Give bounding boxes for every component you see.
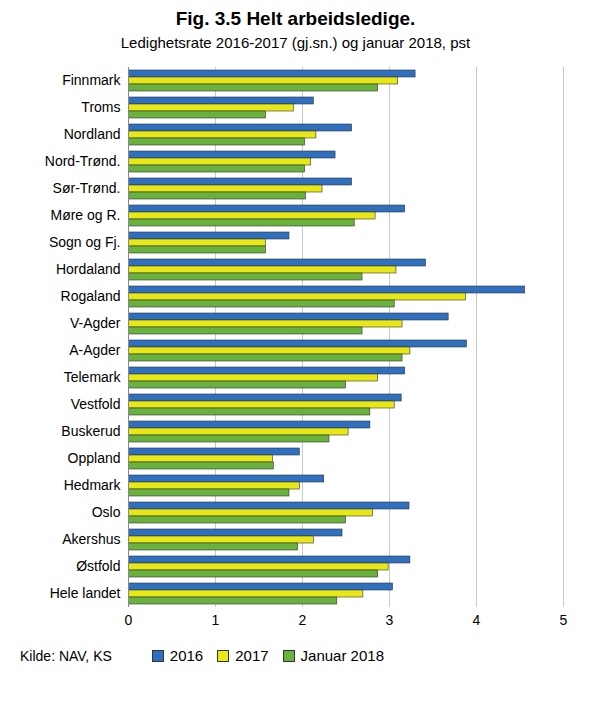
svg-text:Hordaland: Hordaland: [56, 261, 121, 277]
svg-text:Telemark: Telemark: [64, 369, 122, 385]
svg-text:Møre og R.: Møre og R.: [50, 207, 120, 223]
html-text:Fig. 3.5 Helt arbeidsledige.: Fig. 3.5 Helt arbeidsledige.: [175, 8, 416, 29]
svg-text:A-Agder: A-Agder: [69, 342, 121, 358]
svg-text:Troms: Troms: [81, 99, 120, 115]
svg-text:3: 3: [386, 612, 394, 628]
html-text:Januar 2018: Januar 2018: [300, 647, 384, 664]
svg-text:Vestfold: Vestfold: [71, 396, 121, 412]
svg-text:Sogn og Fj.: Sogn og Fj.: [49, 234, 121, 250]
svg-text:Finnmark: Finnmark: [62, 72, 121, 88]
svg-text:Nord-Trønd.: Nord-Trønd.: [45, 153, 121, 169]
html-text:2017: 2017: [235, 647, 269, 664]
svg-text:Nordland: Nordland: [64, 126, 121, 142]
svg-text:Hele landet: Hele landet: [50, 585, 121, 601]
html-text:2016: 2016: [169, 647, 204, 664]
svg-text:Oppland: Oppland: [68, 450, 121, 466]
svg-text:Rogaland: Rogaland: [61, 288, 121, 304]
svg-text:Sør-Trønd.: Sør-Trønd.: [53, 180, 121, 196]
svg-text:4: 4: [473, 612, 481, 628]
svg-text:0: 0: [125, 612, 133, 628]
svg-text:Akershus: Akershus: [62, 531, 120, 547]
svg-text:2: 2: [299, 612, 307, 628]
html-text:Kilde: NAV, KS: Kilde: NAV, KS: [20, 647, 112, 664]
svg-text:Oslo: Oslo: [92, 504, 121, 520]
svg-text:5: 5: [560, 612, 568, 628]
svg-text:Hedmark: Hedmark: [64, 477, 122, 493]
svg-text:Østfold: Østfold: [76, 558, 120, 574]
svg-text:Buskerud: Buskerud: [61, 423, 120, 439]
svg-text:1: 1: [212, 612, 220, 628]
html-text:Ledighetsrate 2016-2017 (gj.sn: Ledighetsrate 2016-2017 (gj.sn.) og janu…: [120, 34, 471, 51]
svg-text:V-Agder: V-Agder: [70, 315, 121, 331]
